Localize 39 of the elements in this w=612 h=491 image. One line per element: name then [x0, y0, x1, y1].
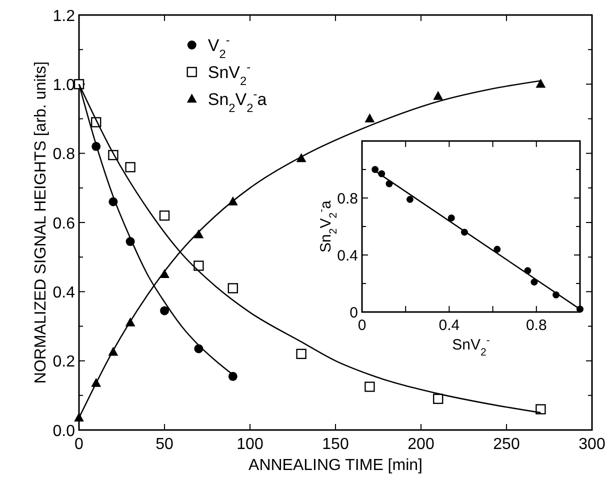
y-tick-label: 0.6	[52, 215, 76, 232]
x-tick-label: 0.8	[526, 317, 547, 334]
point	[228, 372, 238, 381]
point	[433, 394, 444, 404]
point	[228, 283, 238, 294]
point	[406, 196, 414, 203]
point	[536, 78, 546, 88]
y-tick-label: 0.2	[52, 354, 76, 371]
point	[296, 348, 306, 360]
x-tick-label: 150	[322, 436, 349, 453]
legend-label: Sn$_{2}$V$_{2}$$^{-}$a	[208, 87, 268, 115]
y-tick-label: 1.0	[52, 76, 76, 94]
x-tick-label: 50	[156, 436, 174, 453]
y-axis-title: NORMALIZED SIGNAL HEIGHTS [arb. units]	[32, 61, 50, 384]
point	[576, 306, 584, 313]
point	[74, 412, 84, 422]
x-tick-label: 0.4	[438, 317, 460, 334]
y-tick-label: 0	[350, 304, 358, 322]
point	[125, 162, 136, 172]
x-tick-label: 300	[578, 436, 606, 453]
x-tick-label: 200	[408, 436, 434, 453]
y-tick-label: 0.8	[52, 146, 76, 164]
x-axis-title: ANNEALING TIME [min]	[248, 457, 422, 474]
point	[364, 113, 375, 122]
point	[364, 382, 375, 392]
y-tick-label: 0.4	[52, 284, 76, 302]
x-tick-label: 250	[493, 436, 520, 453]
point	[159, 210, 170, 221]
y-tick-label: 0.8	[337, 190, 358, 208]
point	[433, 90, 444, 100]
point	[448, 214, 455, 222]
y-tick-label: 0.4	[337, 247, 358, 264]
point	[536, 404, 546, 414]
x-tick-label: 100	[236, 436, 264, 453]
point	[160, 306, 169, 316]
point	[494, 246, 501, 253]
point	[194, 260, 204, 271]
y-tick-label: 0.0	[52, 422, 76, 440]
y-tick-label: 1.2	[52, 8, 76, 25]
